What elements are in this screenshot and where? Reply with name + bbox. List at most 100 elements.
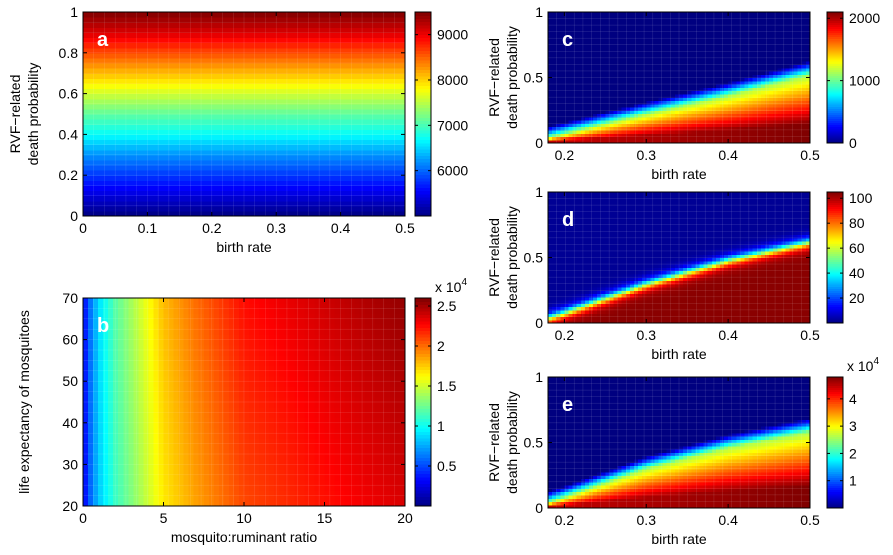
heatmap-cell bbox=[309, 360, 316, 367]
heatmap-cell bbox=[364, 495, 371, 502]
heatmap-cell bbox=[168, 376, 175, 382]
heatmap-cell bbox=[269, 114, 275, 120]
heatmap-cell bbox=[178, 12, 185, 18]
heatmap-cell bbox=[158, 73, 165, 79]
heatmap-cell bbox=[244, 73, 250, 79]
heatmap-cell bbox=[379, 42, 386, 49]
heatmap-cell bbox=[158, 448, 165, 455]
heatmap-cell bbox=[178, 37, 185, 44]
heatmap-cell bbox=[103, 490, 109, 497]
heatmap-cell bbox=[158, 165, 165, 171]
heatmap-cell bbox=[188, 52, 195, 59]
heatmap-cell bbox=[163, 129, 170, 135]
heatmap-cell bbox=[203, 32, 210, 39]
heatmap-cell bbox=[88, 98, 94, 105]
heatmap-cell bbox=[83, 350, 89, 356]
heatmap-cell bbox=[349, 119, 356, 125]
heatmap-cell bbox=[379, 17, 386, 23]
heatmap-cell bbox=[294, 308, 300, 315]
heatmap-cell bbox=[93, 396, 99, 403]
heatmap-cell bbox=[279, 88, 285, 95]
heatmap-cell bbox=[103, 318, 109, 325]
heatmap-cell bbox=[113, 407, 119, 413]
heatmap-cell bbox=[138, 485, 144, 491]
heatmap-cell bbox=[88, 170, 94, 176]
heatmap-cell bbox=[148, 32, 155, 39]
heatmap-cell bbox=[178, 57, 185, 64]
heatmap-cell bbox=[264, 448, 270, 455]
heatmap-cell bbox=[103, 17, 109, 23]
heatmap-cell bbox=[133, 88, 139, 95]
heatmap-cell bbox=[118, 210, 124, 217]
heatmap-cell bbox=[279, 103, 285, 110]
heatmap-cell bbox=[138, 448, 144, 455]
heatmap-cell bbox=[83, 165, 89, 171]
heatmap-cell bbox=[98, 438, 104, 445]
heatmap-cell bbox=[203, 402, 210, 408]
heatmap-cell bbox=[168, 88, 175, 95]
heatmap-cell bbox=[334, 490, 341, 497]
heatmap-cell bbox=[208, 464, 215, 471]
heatmap-cell bbox=[259, 144, 265, 151]
heatmap-cell bbox=[158, 129, 165, 135]
heatmap-cell bbox=[289, 165, 295, 171]
heatmap-cell bbox=[334, 396, 341, 403]
heatmap-cell bbox=[334, 93, 341, 100]
heatmap-cell bbox=[178, 454, 185, 460]
heatmap-cell bbox=[359, 396, 366, 403]
heatmap-cell bbox=[213, 355, 220, 361]
colorbar-tick-label: 7000 bbox=[437, 117, 468, 133]
heatmap-cell bbox=[294, 175, 300, 181]
heatmap-cell bbox=[203, 417, 210, 424]
heatmap-cell bbox=[118, 185, 124, 192]
heatmap-cell bbox=[213, 485, 220, 491]
heatmap-cell bbox=[223, 438, 230, 445]
heatmap-cell bbox=[83, 139, 89, 146]
heatmap-cell bbox=[259, 422, 265, 429]
heatmap-cell bbox=[223, 412, 230, 419]
heatmap-cell bbox=[183, 200, 190, 207]
heatmap-cell bbox=[349, 83, 356, 90]
heatmap-cell bbox=[198, 154, 205, 161]
heatmap-cell bbox=[88, 129, 94, 135]
heatmap-cell bbox=[364, 114, 371, 120]
colorbar-cell bbox=[415, 149, 431, 153]
heatmap-cell bbox=[299, 63, 305, 69]
heatmap-cell bbox=[279, 454, 285, 460]
heatmap-cell bbox=[269, 412, 275, 419]
heatmap-cell bbox=[113, 37, 119, 44]
heatmap-cell bbox=[123, 324, 129, 330]
heatmap-cell bbox=[274, 119, 280, 125]
colorbar-cell bbox=[415, 12, 431, 16]
heatmap-cell bbox=[299, 402, 305, 408]
heatmap-cell bbox=[188, 308, 195, 315]
heatmap-cell bbox=[198, 402, 205, 408]
heatmap-cell bbox=[153, 78, 160, 84]
heatmap-cell bbox=[329, 381, 336, 387]
heatmap-cell bbox=[173, 303, 180, 309]
heatmap-cell bbox=[329, 68, 336, 74]
heatmap-cell bbox=[223, 402, 230, 408]
colorbar-cell bbox=[415, 56, 431, 61]
heatmap-cell bbox=[329, 396, 336, 403]
heatmap-cell bbox=[238, 144, 245, 151]
heatmap-cell bbox=[188, 376, 195, 382]
heatmap-cell bbox=[103, 464, 109, 471]
heatmap-cell bbox=[188, 412, 195, 419]
heatmap-cell bbox=[274, 402, 280, 408]
heatmap-cell bbox=[213, 57, 220, 64]
heatmap-cell bbox=[103, 448, 109, 455]
heatmap-cell bbox=[123, 144, 129, 151]
heatmap-cell bbox=[339, 159, 346, 166]
heatmap-cell bbox=[324, 448, 331, 455]
heatmap-cell bbox=[203, 180, 210, 186]
heatmap-cell bbox=[269, 139, 275, 146]
heatmap-cell bbox=[223, 17, 230, 23]
heatmap-cell bbox=[138, 469, 144, 476]
heatmap-cell bbox=[259, 495, 265, 502]
heatmap-cell bbox=[178, 195, 185, 202]
heatmap-cell bbox=[379, 47, 386, 54]
heatmap-cell bbox=[339, 103, 346, 110]
heatmap-cell bbox=[324, 165, 331, 171]
heatmap-cell bbox=[108, 68, 114, 74]
